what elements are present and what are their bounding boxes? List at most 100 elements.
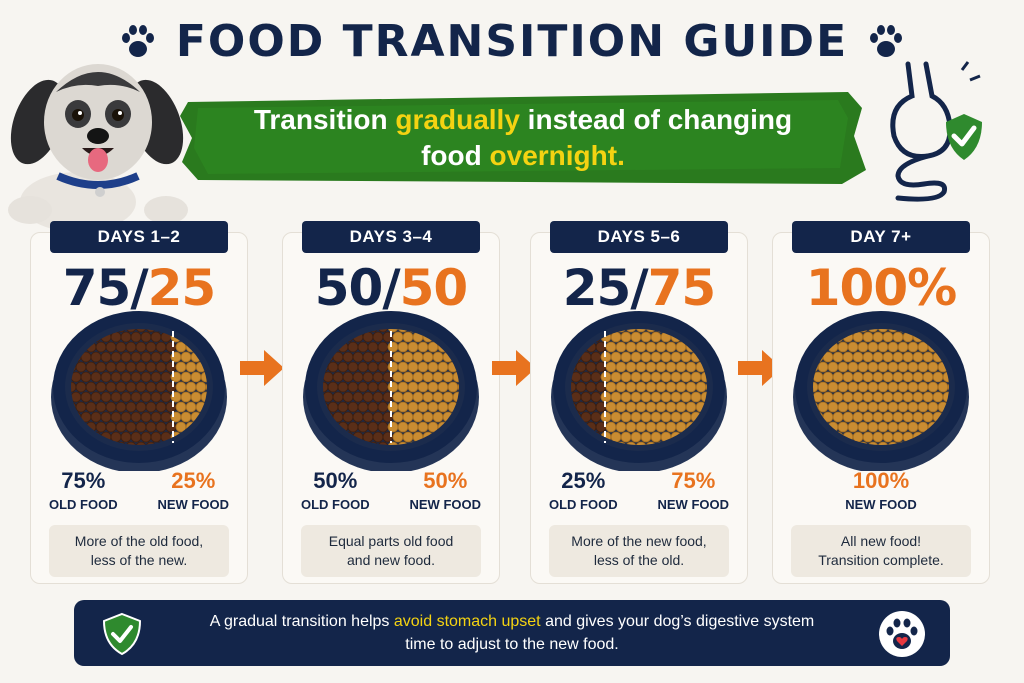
old-kibble [165, 361, 177, 373]
old-kibble [90, 351, 102, 363]
old-kibble [585, 381, 597, 393]
new-kibble [387, 361, 399, 373]
new-kibble [902, 391, 914, 403]
old-kibble [585, 401, 597, 413]
old-kibble [160, 371, 172, 383]
old-food-share: 50% OLD FOOD [301, 469, 370, 513]
old-kibble [115, 361, 127, 373]
note-line: less of the new. [90, 552, 188, 568]
old-kibble [115, 401, 127, 413]
new-kibble [180, 411, 192, 423]
old-percent: 25% [561, 468, 606, 493]
new-kibble [402, 391, 414, 403]
banner-text: Transition [253, 104, 396, 135]
new-kibble [437, 381, 449, 393]
new-kibble [685, 361, 697, 373]
new-kibble [655, 421, 667, 433]
new-kibble [190, 371, 202, 383]
new-kibble [837, 341, 849, 353]
old-kibble [145, 361, 157, 373]
new-kibble [407, 421, 419, 433]
old-kibble [347, 401, 359, 413]
ratio-old: 50 [314, 259, 384, 317]
old-kibble [165, 421, 177, 433]
new-kibble [412, 351, 424, 363]
old-kibble [115, 381, 127, 393]
stage-label: DAYS 5–6 [550, 221, 728, 253]
new-kibble [417, 421, 429, 433]
old-kibble [110, 371, 122, 383]
old-kibble [165, 401, 177, 413]
new-kibble [852, 411, 864, 423]
new-kibble [912, 351, 924, 363]
old-kibble [130, 431, 142, 443]
new-kibble [882, 351, 894, 363]
new-kibble [907, 421, 919, 433]
new-kibble [852, 371, 864, 383]
old-food-share: 75% OLD FOOD [49, 469, 118, 513]
new-kibble [620, 411, 632, 423]
new-kibble [635, 381, 647, 393]
old-kibble [347, 361, 359, 373]
new-kibble [857, 381, 869, 393]
percent-row: 25% OLD FOOD 75% NEW FOOD [549, 468, 729, 513]
old-kibble [125, 341, 137, 353]
old-kibble [155, 341, 167, 353]
ratio-new: 100% [805, 259, 957, 317]
old-kibble [90, 391, 102, 403]
old-kibble [125, 381, 137, 393]
new-kibble [872, 331, 884, 343]
new-kibble [635, 401, 647, 413]
new-kibble [680, 351, 692, 363]
old-kibble [71, 329, 77, 333]
new-kibble [625, 341, 637, 353]
new-kibble [392, 431, 404, 443]
old-kibble [105, 361, 117, 373]
new-kibble [645, 381, 657, 393]
old-kibble [352, 411, 364, 423]
new-kibble [422, 351, 434, 363]
new-kibble [670, 411, 682, 423]
note-line: Transition complete. [818, 552, 944, 568]
new-kibble [650, 431, 662, 443]
new-kibble [402, 371, 414, 383]
old-kibble [75, 401, 87, 413]
old-kibble [85, 381, 97, 393]
new-kibble [175, 381, 187, 393]
new-kibble [680, 371, 692, 383]
new-kibble [387, 341, 399, 353]
note-line: and new food. [347, 552, 435, 568]
new-kibble [437, 401, 449, 413]
old-kibble [372, 371, 384, 383]
new-kibble [675, 401, 687, 413]
new-kibble [685, 401, 697, 413]
old-kibble [362, 391, 374, 403]
new-kibble [947, 329, 949, 333]
new-kibble [190, 391, 202, 403]
new-kibble [620, 431, 632, 443]
old-kibble [105, 341, 117, 353]
old-kibble [372, 391, 384, 403]
banner-highlight: gradually [395, 104, 520, 135]
new-kibble [412, 391, 424, 403]
new-kibble [635, 361, 647, 373]
new-kibble [655, 341, 667, 353]
footer-line-1: A gradual transition helps avoid stomach… [210, 610, 815, 633]
new-kibble [872, 371, 884, 383]
banner-text: instead of changing [519, 104, 793, 135]
old-kibble [367, 401, 379, 413]
old-kibble [110, 411, 122, 423]
percent-row: 100% NEW FOOD [791, 469, 971, 513]
stage-label: DAY 7+ [792, 221, 970, 253]
new-kibble [397, 401, 409, 413]
new-kibble [442, 371, 454, 383]
new-kibble [605, 361, 617, 373]
new-kibble [675, 381, 687, 393]
old-kibble [160, 351, 172, 363]
old-kibble [347, 341, 359, 353]
new-kibble [887, 381, 899, 393]
new-kibble [705, 381, 707, 393]
footer-text: A gradual transition helps [209, 613, 394, 630]
new-kibble [852, 351, 864, 363]
new-kibble [822, 391, 834, 403]
